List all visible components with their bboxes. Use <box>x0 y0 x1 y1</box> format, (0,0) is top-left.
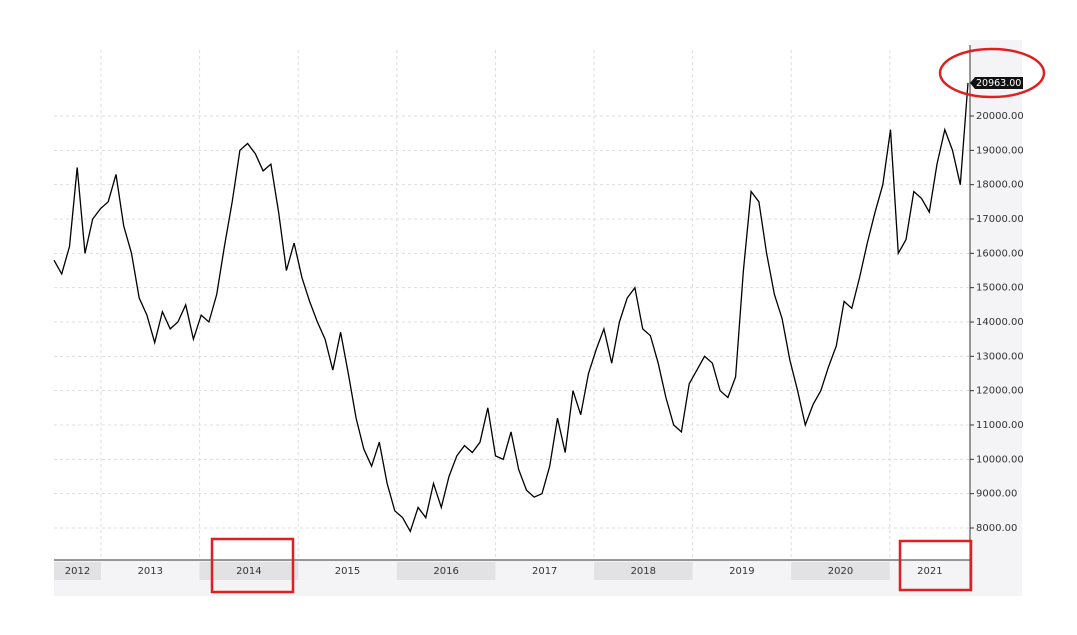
x-tick-label: 2013 <box>138 566 163 577</box>
y-tick-label: 11000.00 <box>976 420 1024 431</box>
x-tick-label: 2016 <box>433 566 458 577</box>
x-tick-label: 2017 <box>532 566 557 577</box>
year-band <box>199 562 299 580</box>
year-band <box>594 562 693 580</box>
y-tick-label: 16000.00 <box>976 248 1024 259</box>
plot: 20963.00 <box>53 76 1023 534</box>
y-tick-label: 12000.00 <box>976 386 1024 397</box>
y-axis-strip <box>970 40 1022 596</box>
y-tick-label: 13000.00 <box>976 351 1024 362</box>
x-tick-label: 2020 <box>828 566 853 577</box>
x-tick-label: 2018 <box>631 566 656 577</box>
y-tick-label: 10000.00 <box>976 454 1024 465</box>
year-band <box>54 562 101 580</box>
x-tick-label: 2015 <box>335 566 360 577</box>
highlight-circle <box>938 47 1046 99</box>
y-tick-label: 20000.00 <box>976 111 1024 122</box>
last-price-pointer <box>970 76 1023 89</box>
year-bands: 2012 2013 2014 2015 2016 2017 2018 2019 2020 2021 <box>54 562 943 580</box>
highlight-box <box>210 537 295 594</box>
last-price-label: 20963.00 <box>976 78 1021 89</box>
y-tick-label: 9000.00 <box>976 489 1017 500</box>
price-line <box>53 82 969 534</box>
y-tick-label: 14000.00 <box>976 317 1024 328</box>
y-tick-label: 8000.00 <box>976 523 1017 534</box>
grid <box>54 50 970 560</box>
y-tick-label: 19000.00 <box>976 145 1024 156</box>
x-tick-label: 2019 <box>729 566 754 577</box>
x-tick-label: 2012 <box>65 566 90 577</box>
y-tick-label: 17000.00 <box>976 214 1024 225</box>
year-band <box>396 562 496 580</box>
y-tick-label: 18000.00 <box>976 180 1024 191</box>
x-tick-label: 2014 <box>236 566 261 577</box>
year-band <box>791 562 890 580</box>
x-tick-label: 2021 <box>917 566 942 577</box>
y-tick-label: 15000.00 <box>976 283 1024 294</box>
highlight-box <box>898 539 973 592</box>
